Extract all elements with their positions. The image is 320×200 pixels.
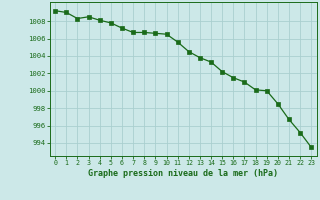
- X-axis label: Graphe pression niveau de la mer (hPa): Graphe pression niveau de la mer (hPa): [88, 169, 278, 178]
